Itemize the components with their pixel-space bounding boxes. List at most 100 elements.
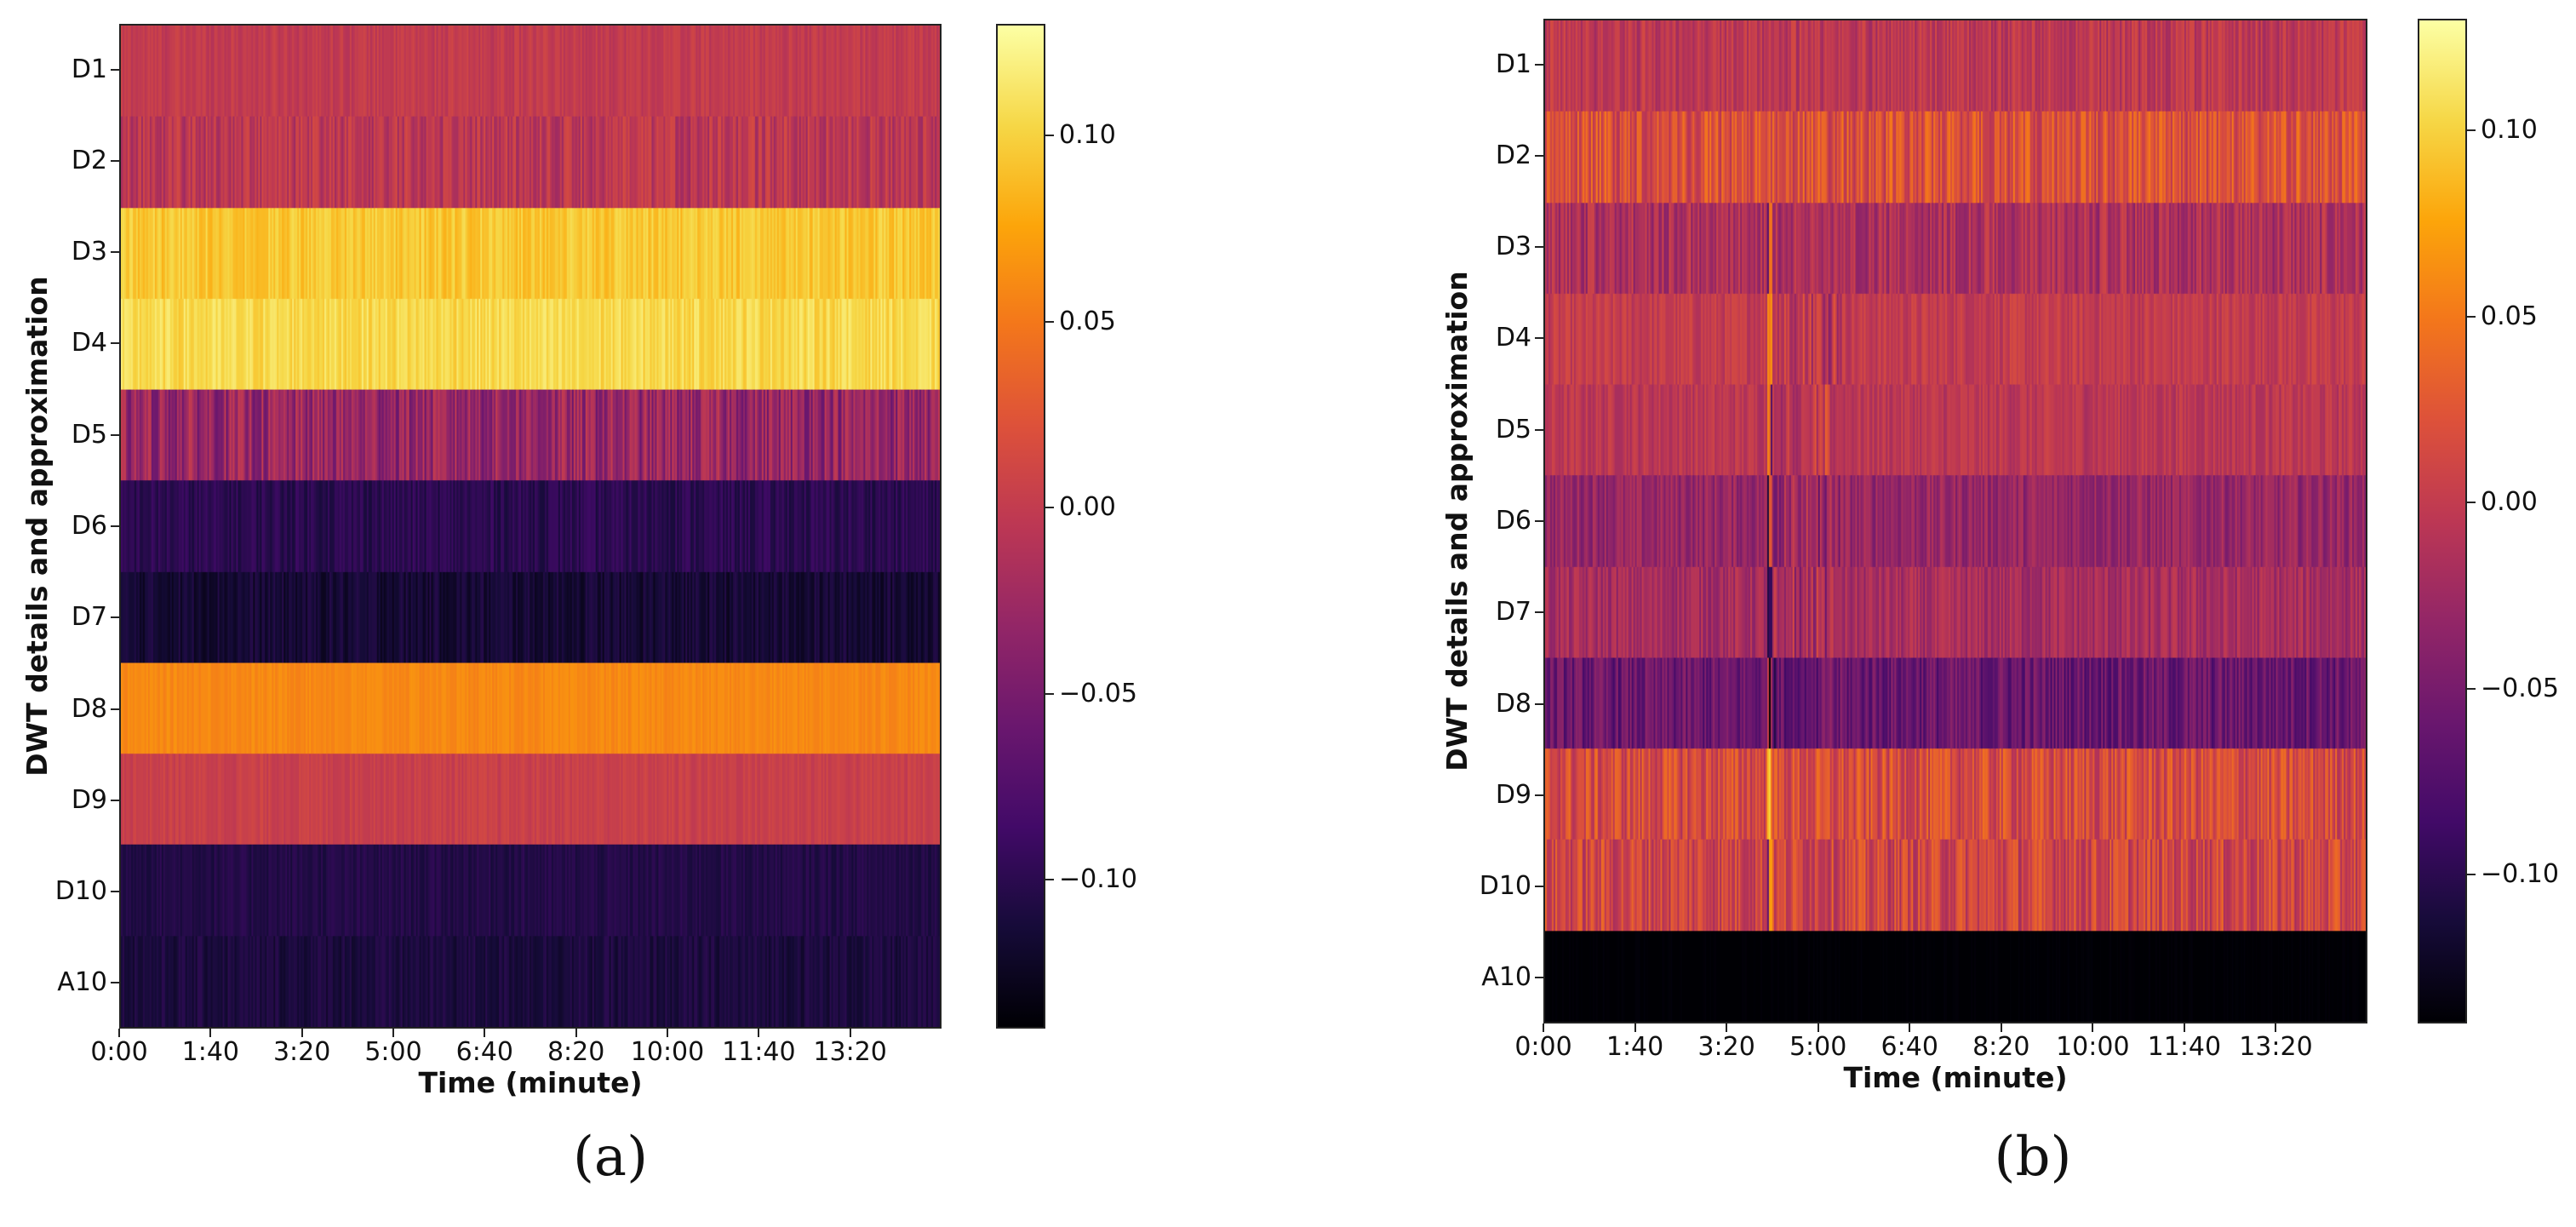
y-tick-mark [111,251,119,254]
row-label: D7 [1495,597,1531,628]
y-tick-mark [1535,520,1543,522]
x-tick-mark [2092,1023,2094,1032]
heatmap-panel-a [119,24,942,1029]
x-tick-mark [484,1029,486,1037]
row-label: D10 [1479,871,1531,902]
x-tick-mark [1543,1023,1544,1032]
row-label: D4 [71,328,107,358]
y-axis-title: DWT details and approximation [1440,271,1474,771]
y-tick-mark [1535,611,1543,614]
x-tick-mark [2275,1023,2277,1032]
x-tick-mark [1634,1023,1636,1032]
y-axis-title: DWT details and approximation [20,276,54,777]
colorbar-tick-label: −0.05 [1059,678,1137,708]
colorbar [996,24,1045,1029]
y-tick-mark [1535,702,1543,705]
row-label: D4 [1495,323,1531,353]
x-tick-label: 5:00 [1789,1032,1847,1062]
colorbar-tick-mark [2467,874,2476,876]
row-label: D6 [1495,506,1531,536]
y-tick-mark [111,891,119,893]
x-tick-label: 5:00 [364,1037,422,1067]
row-label: D7 [71,602,107,633]
colorbar-tick-label: 0.10 [2481,115,2538,146]
colorbar-tick-label: 0.00 [2481,487,2538,518]
colorbar-tick-label: 0.10 [1059,120,1116,151]
x-tick-label: 3:20 [1697,1032,1755,1062]
row-label: D3 [1495,232,1531,262]
colorbar-tick-label: −0.05 [2481,673,2559,703]
colorbar-tick-mark [2467,687,2476,690]
row-label: D2 [1495,140,1531,170]
heatmap-canvas [121,26,940,1027]
y-tick-mark [1535,246,1543,249]
row-label: D9 [71,784,107,815]
x-tick-mark [758,1029,760,1037]
panel-caption: (a) [572,1126,649,1189]
y-tick-mark [111,525,119,527]
row-label: D3 [71,237,107,267]
panel-caption: (b) [1994,1126,2072,1189]
x-tick-label: 1:40 [1606,1032,1664,1062]
y-tick-mark [111,708,119,710]
x-tick-label: 10:00 [2056,1032,2130,1062]
x-tick-mark [118,1029,120,1037]
x-tick-label: 6:40 [1880,1032,1938,1062]
x-tick-label: 0:00 [1514,1032,1572,1062]
y-tick-mark [111,68,119,71]
x-axis-title: Time (minute) [418,1066,643,1099]
colorbar-tick-label: 0.05 [1059,306,1116,336]
colorbar-tick-label: 0.00 [1059,492,1116,523]
row-label: A10 [57,967,107,998]
x-tick-label: 13:20 [813,1037,887,1067]
heatmap-canvas [1545,20,2366,1022]
y-tick-mark [111,342,119,345]
x-tick-mark [392,1029,394,1037]
colorbar-tick-mark [1045,507,1054,509]
y-tick-mark [1535,886,1543,888]
y-tick-mark [1535,428,1543,431]
colorbar-tick-label: −0.10 [1059,864,1137,895]
row-label: D5 [1495,414,1531,444]
x-tick-label: 11:40 [722,1037,796,1067]
colorbar-tick-mark [1045,692,1054,695]
row-label: D9 [1495,779,1531,810]
x-tick-label: 3:20 [272,1037,331,1067]
colorbar [2418,19,2467,1023]
x-tick-mark [1817,1023,1819,1032]
x-tick-mark [575,1029,577,1037]
x-tick-label: 10:00 [630,1037,705,1067]
row-label: D5 [71,419,107,450]
x-tick-mark [209,1029,212,1037]
x-tick-mark [1726,1023,1728,1032]
colorbar-tick-label: 0.05 [2481,301,2538,331]
y-tick-mark [111,616,119,619]
row-label: A10 [1481,962,1531,993]
x-tick-mark [1909,1023,1911,1032]
heatmap-panel-b [1543,19,2367,1023]
row-label: D8 [1495,688,1531,719]
colorbar-tick-mark [2467,502,2476,504]
row-label: D8 [71,693,107,724]
x-tick-label: 6:40 [455,1037,514,1067]
colorbar-tick-mark [1045,135,1054,137]
x-tick-mark [2183,1023,2185,1032]
y-tick-mark [1535,154,1543,157]
y-tick-mark [111,433,119,436]
y-tick-mark [111,159,119,162]
x-tick-label: 11:40 [2147,1032,2222,1062]
x-tick-label: 1:40 [181,1037,240,1067]
x-tick-label: 8:20 [1972,1032,2030,1062]
x-tick-mark [301,1029,303,1037]
x-axis-title: Time (minute) [1843,1061,2068,1094]
row-label: D10 [54,876,107,907]
x-tick-label: 0:00 [90,1037,148,1067]
y-tick-mark [1535,337,1543,340]
colorbar-tick-mark [2467,129,2476,132]
y-tick-mark [111,799,119,801]
colorbar-tick-mark [1045,879,1054,881]
row-label: D1 [71,54,107,84]
y-tick-mark [1535,63,1543,66]
y-tick-mark [1535,794,1543,796]
